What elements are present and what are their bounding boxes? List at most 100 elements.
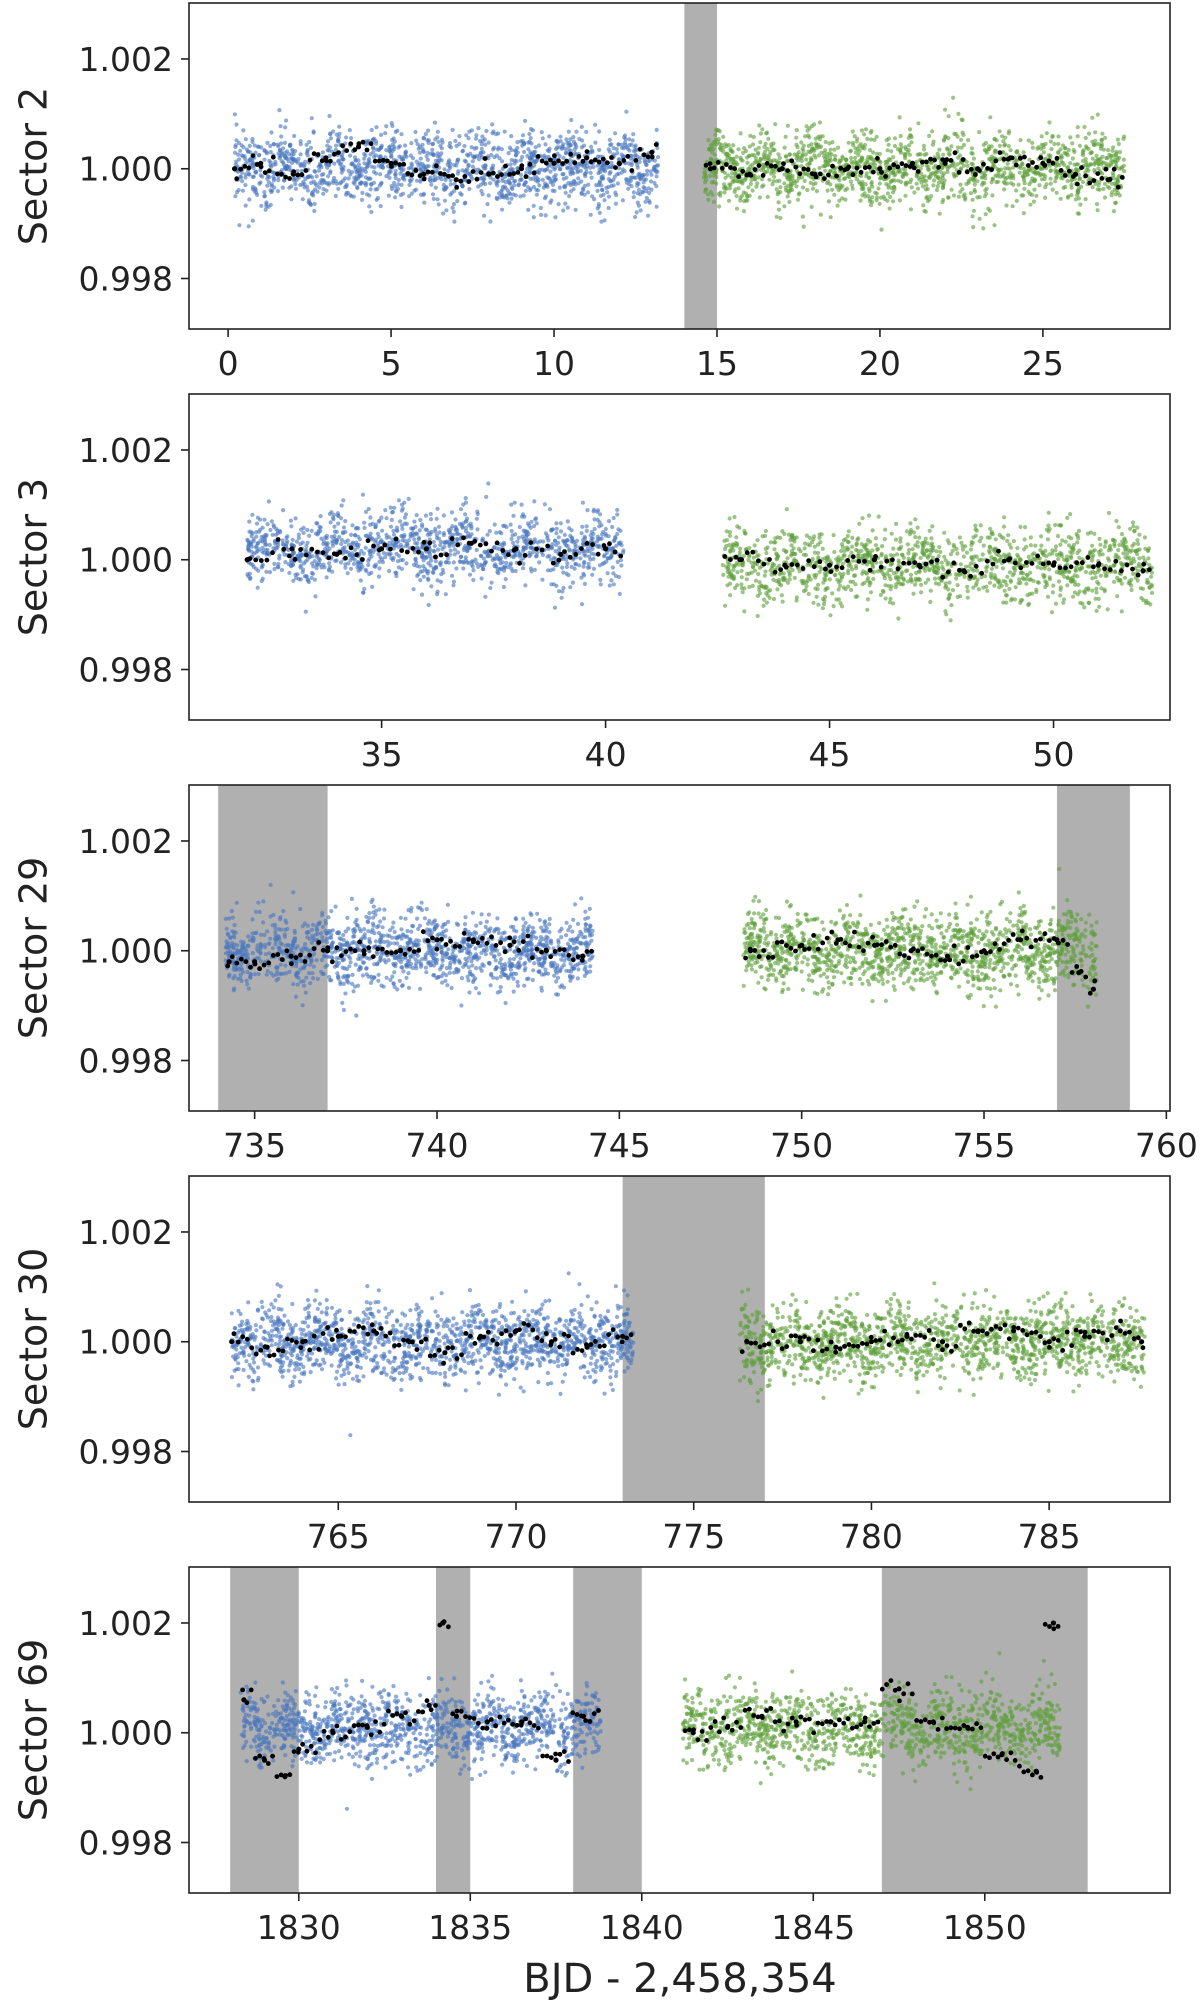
flux-point <box>296 557 301 563</box>
flux-point <box>497 530 502 535</box>
binned-point <box>960 157 966 162</box>
flux-point <box>945 169 950 174</box>
flux-point <box>1117 150 1123 155</box>
flux-point <box>474 516 479 521</box>
binned-point <box>319 158 325 164</box>
flux-point <box>1005 161 1010 166</box>
flux-point <box>926 174 932 180</box>
flux-point <box>924 183 929 188</box>
flux-point <box>513 152 519 157</box>
flux-point <box>1066 147 1071 153</box>
flux-point <box>276 565 281 570</box>
flux-point <box>817 120 823 125</box>
flux-point <box>453 517 458 522</box>
flux-point <box>1097 604 1102 609</box>
flux-point <box>394 573 399 579</box>
flux-point <box>892 143 898 149</box>
flux-point <box>782 181 787 186</box>
flux-point <box>901 166 906 171</box>
flux-point <box>749 177 754 183</box>
flux-point <box>597 524 602 529</box>
binned-point <box>421 176 427 182</box>
flux-point <box>1070 141 1075 146</box>
flux-point <box>373 562 378 567</box>
binned-point <box>773 163 778 169</box>
flux-point <box>366 176 371 181</box>
flux-point <box>534 187 539 192</box>
flux-point <box>471 568 476 573</box>
flux-point <box>390 123 395 128</box>
flux-point <box>396 498 402 503</box>
flux-point <box>494 564 499 569</box>
binned-point <box>1079 165 1084 171</box>
flux-point <box>406 496 411 501</box>
binned-point <box>948 158 954 163</box>
flux-point <box>432 543 437 549</box>
flux-point <box>1002 181 1008 186</box>
flux-point <box>602 198 607 203</box>
flux-point <box>285 534 290 539</box>
flux-point <box>367 160 372 165</box>
flux-point <box>961 142 967 148</box>
flux-point <box>1061 185 1066 190</box>
flux-point <box>489 152 494 158</box>
flux-point <box>886 136 891 141</box>
flux-point <box>327 546 332 551</box>
flux-point <box>631 132 636 137</box>
flux-point <box>418 179 423 184</box>
y-axis-label: Sector 2 <box>12 87 56 245</box>
flux-point <box>590 149 595 154</box>
flux-point <box>254 521 260 526</box>
flux-point <box>857 144 862 149</box>
flux-point <box>434 533 439 538</box>
flux-point <box>821 601 827 607</box>
flux-point <box>266 551 271 556</box>
flux-point <box>637 159 642 165</box>
flux-point <box>1065 554 1070 559</box>
flux-point <box>376 574 382 579</box>
binned-point <box>1103 166 1109 172</box>
flux-point <box>1006 131 1011 136</box>
flux-point <box>703 189 708 194</box>
flux-point <box>359 197 365 202</box>
flux-point <box>448 548 453 553</box>
flux-point <box>598 193 604 198</box>
flux-point <box>573 562 579 567</box>
flux-point <box>534 553 539 559</box>
flux-point <box>514 149 519 154</box>
flux-point <box>244 147 249 152</box>
binned-point <box>1022 154 1027 160</box>
flux-point <box>621 146 626 151</box>
flux-point <box>308 145 313 150</box>
flux-point <box>837 178 842 183</box>
flux-point <box>429 584 434 589</box>
flux-point <box>863 127 869 132</box>
flux-point <box>475 527 480 532</box>
binned-point <box>846 164 852 170</box>
flux-point <box>253 170 258 175</box>
flux-point <box>598 577 603 583</box>
flux-point <box>298 182 303 188</box>
flux-point <box>565 519 570 524</box>
flux-point <box>508 181 513 186</box>
binned-point <box>645 154 651 160</box>
flux-point <box>1086 131 1092 136</box>
flux-point <box>479 576 484 581</box>
flux-point <box>255 541 260 546</box>
flux-point <box>321 562 326 567</box>
flux-point <box>328 136 333 141</box>
flux-point <box>414 513 419 518</box>
flux-point <box>960 118 965 123</box>
flux-point <box>355 542 360 548</box>
flux-point <box>399 132 404 137</box>
flux-point <box>766 136 771 141</box>
flux-point <box>496 131 501 136</box>
flux-point <box>391 144 396 149</box>
flux-point <box>523 583 528 588</box>
flux-point <box>823 159 828 164</box>
flux-point <box>451 579 457 584</box>
flux-point <box>1095 208 1100 213</box>
flux-point <box>373 525 378 530</box>
flux-point <box>615 181 621 186</box>
flux-point <box>399 508 404 513</box>
